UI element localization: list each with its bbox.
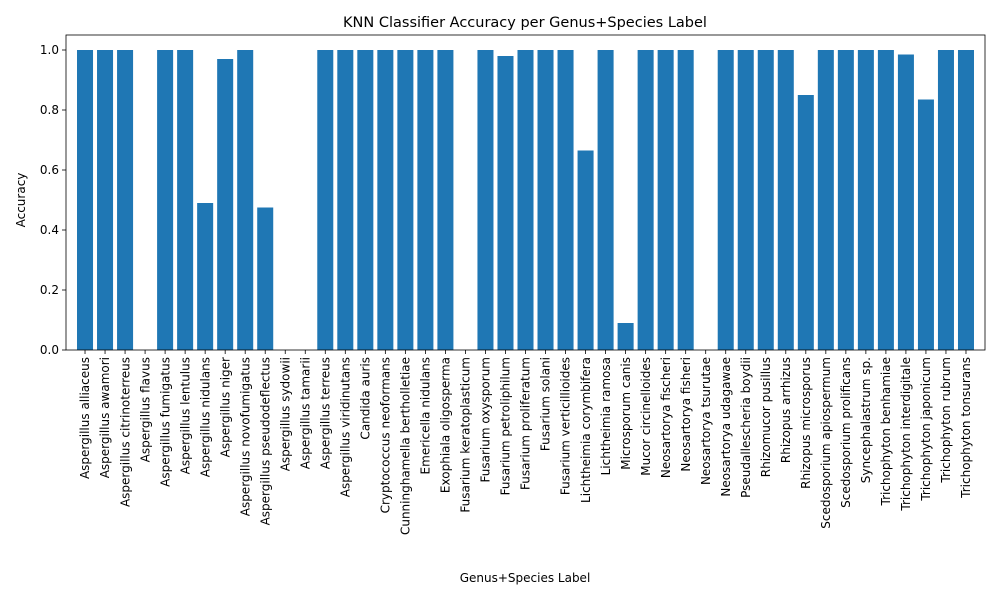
x-tick-label: Aspergillus lentulus [178,357,192,474]
x-tick-label: Aspergillus tamarii [298,357,312,469]
bar-14 [357,50,374,350]
x-tick-label: Trichophyton benhamiae [879,357,893,507]
x-tick-label: Aspergillus terreus [318,357,332,469]
bar-13 [337,50,354,350]
bar-22 [517,50,534,350]
x-tick-label: Lichtheimia ramosa [599,357,613,475]
bar-36 [797,95,814,350]
y-tick-label: 0.0 [40,343,59,357]
bar-7 [217,59,234,350]
bar-44 [957,50,974,350]
x-tick-label: Cunninghamella bertholletiae [399,357,413,535]
bar-16 [397,50,414,350]
bar-15 [377,50,394,350]
x-tick-label: Fusarium oxysporum [479,357,493,482]
chart-title: KNN Classifier Accuracy per Genus+Specie… [343,15,707,31]
x-axis-label: Genus+Species Label [460,571,591,585]
bar-4 [157,50,174,350]
y-tick-label: 0.8 [40,103,59,117]
x-tick-label: Trichophyton interdigitale [899,357,913,512]
x-tick-label: Neosartorya fisheri [679,357,693,472]
bar-18 [437,50,454,350]
x-tick-label: Microsporum canis [619,357,633,470]
bar-20 [477,50,494,350]
plot-frame [65,34,986,351]
x-tick-label: Fusarium keratoplasticum [459,357,473,513]
bar-1 [97,50,114,350]
bar-39 [857,50,874,350]
x-tick-label: Aspergillus novofumigatus [238,357,252,516]
x-tick-label: Aspergillus fumigatus [158,357,172,487]
x-tick-label: Neosartorya fischeri [659,357,673,478]
bar-43 [937,50,954,350]
bar-0 [77,50,94,350]
x-tick-label: Scedosporium apiospermum [819,357,833,529]
bar-5 [177,50,194,350]
x-tick-label: Exophiala oligosperma [439,357,453,493]
bar-27 [617,323,634,350]
bar-17 [417,50,434,350]
x-tick-label: Neosartorya tsurutae [699,357,713,485]
x-tick-label: Aspergillus flavus [138,357,152,462]
bar-40 [877,50,894,350]
x-tick-label: Fusarium verticillioides [559,357,573,495]
bar-23 [537,50,554,350]
x-tick-label: Aspergillus awamori [98,357,112,478]
bar-34 [757,50,774,350]
y-tick-label: 0.6 [40,163,59,177]
bar-29 [657,50,674,350]
x-tick-label: Fusarium petroliphilum [499,357,513,495]
bar-26 [597,50,614,350]
x-tick-label: Cryptococcus neoformans [379,357,393,513]
x-tick-label: Rhizopus arrhizus [779,357,793,463]
bar-41 [897,54,914,350]
x-tick-label: Trichophyton japonicum [919,357,933,502]
x-tick-label: Rhizopus microsporus [799,357,813,489]
x-tick-label: Syncephalastrum sp. [859,357,873,483]
x-tick-label: Aspergillus sydowii [278,357,292,471]
x-tick-label: Aspergillus nidulans [198,357,212,477]
bar-35 [777,50,794,350]
bar-8 [237,50,254,350]
bar-42 [917,99,934,350]
x-tick-label: Pseudallescheria boydii [739,357,753,498]
x-tick-label: Aspergillus niger [218,357,232,457]
y-tick-label: 0.2 [40,283,59,297]
x-tick-label: Trichophyton tonsurans [959,357,973,499]
bar-25 [577,150,594,350]
x-tick-label: Fusarium solani [539,357,553,451]
y-axis: 0.0 0.2 0.4 0.6 0.8 1.0 [40,43,66,357]
x-tick-label: Mucor circinelloides [639,357,653,476]
bar-37 [817,50,834,350]
bar-12 [317,50,334,350]
bar-21 [497,56,514,350]
bars-group [77,50,974,350]
bar-38 [837,50,854,350]
x-tick-label: Aspergillus alliaceus [78,357,92,479]
x-axis: Aspergillus alliaceus Aspergillus awamori… [78,350,973,535]
y-tick-label: 1.0 [40,43,59,57]
x-tick-label: Neosartorya udagawae [719,357,733,497]
y-tick-label: 0.4 [40,223,59,237]
x-tick-label: Aspergillus viridinutans [339,357,353,497]
bar-30 [677,50,694,350]
bar-6 [197,203,214,350]
x-tick-label: Fusarium proliferatum [519,357,533,490]
x-tick-label: Scedosporium prolificans [839,357,853,508]
x-tick-label: Aspergillus citrinoterreus [118,357,132,507]
bar-2 [117,50,134,350]
bar-24 [557,50,574,350]
x-tick-label: Trichophyton rubrum [939,357,953,484]
bar-28 [637,50,654,350]
bar-9 [257,207,274,350]
x-tick-label: Rhizomucor pusillus [759,357,773,477]
bar-33 [737,50,754,350]
bar-32 [717,50,734,350]
x-tick-label: Emericella nidulans [419,357,433,474]
x-tick-label: Aspergillus pseudodeflectus [258,357,272,525]
x-tick-label: Candida auris [359,357,373,440]
y-axis-label: Accuracy [14,173,28,228]
x-tick-label: Lichtheimia corymbifera [579,357,593,503]
